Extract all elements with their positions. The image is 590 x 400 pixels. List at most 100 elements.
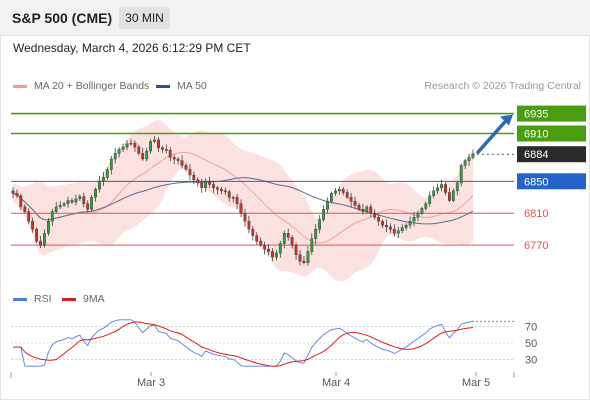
candle-body bbox=[215, 187, 219, 190]
ma50-line bbox=[12, 177, 474, 225]
candle-body bbox=[471, 153, 475, 158]
candle-body bbox=[361, 208, 365, 212]
rsi-swatch bbox=[13, 297, 27, 301]
candle-body bbox=[392, 228, 396, 234]
candle-body bbox=[235, 197, 239, 204]
chart-header: S&P 500 (CME) 30 MIN bbox=[0, 0, 590, 36]
candle-body bbox=[330, 193, 333, 202]
candle-body bbox=[444, 184, 447, 193]
candle-body bbox=[223, 190, 227, 193]
candle-body bbox=[267, 248, 270, 252]
candle-body bbox=[35, 228, 39, 242]
level-tag-bg-6884 bbox=[517, 146, 586, 163]
candle-body bbox=[377, 216, 380, 222]
candle-body bbox=[172, 157, 176, 160]
level-tag-6810: 6810 bbox=[524, 208, 548, 220]
candle-body bbox=[157, 139, 160, 149]
candle-body bbox=[133, 142, 137, 148]
candle-body bbox=[62, 203, 66, 206]
candle-body bbox=[196, 179, 200, 184]
candle-body bbox=[66, 200, 70, 204]
timestamp: Wednesday, March 4, 2026 6:12:29 PM CET bbox=[13, 41, 251, 55]
candle-body bbox=[149, 141, 152, 152]
candle-body bbox=[212, 184, 215, 188]
candle-body bbox=[282, 232, 286, 244]
legend-rsi: RSI bbox=[13, 293, 52, 305]
ma9-swatch bbox=[62, 297, 76, 301]
candle-body bbox=[94, 189, 97, 198]
rsi-tick-label: 30 bbox=[525, 355, 537, 367]
candle-body bbox=[306, 251, 310, 263]
rsi-tick-label: 50 bbox=[525, 338, 537, 350]
candle-body bbox=[290, 236, 294, 246]
candle-body bbox=[82, 196, 86, 204]
timeframe-badge[interactable]: 30 MIN bbox=[119, 7, 170, 29]
level-tag-6935: 6935 bbox=[524, 109, 548, 121]
candle-body bbox=[109, 158, 113, 170]
candle-body bbox=[204, 181, 207, 188]
candle-body bbox=[255, 235, 259, 242]
candle-body bbox=[192, 174, 196, 181]
candle-body bbox=[385, 224, 388, 227]
x-tick-label: Mar 5 bbox=[462, 377, 490, 389]
candle-body bbox=[322, 208, 325, 220]
rsi-tick-label: 70 bbox=[525, 321, 537, 333]
candle-body bbox=[86, 203, 90, 210]
candle-body bbox=[164, 149, 168, 151]
candle-body bbox=[420, 208, 424, 214]
candle-body bbox=[247, 220, 251, 230]
candle-body bbox=[337, 189, 341, 192]
candle-body bbox=[78, 196, 82, 200]
x-tick-label: Mar 3 bbox=[137, 377, 165, 389]
candle-body bbox=[334, 190, 337, 194]
candle-body bbox=[231, 197, 235, 199]
candle-body bbox=[219, 189, 223, 192]
legend-ma20-label: MA 20 + Bollinger Bands bbox=[34, 80, 150, 92]
candle-body bbox=[19, 195, 23, 208]
candle-body bbox=[153, 139, 156, 142]
candle-body bbox=[381, 220, 384, 226]
candle-body bbox=[160, 147, 164, 150]
candle-body bbox=[168, 149, 172, 158]
candle-body bbox=[259, 240, 263, 246]
candle-body bbox=[369, 206, 373, 214]
candle-body bbox=[424, 203, 428, 209]
candle-body bbox=[113, 153, 117, 160]
candle-body bbox=[39, 240, 42, 246]
candle-body bbox=[459, 165, 463, 184]
ma50-swatch bbox=[156, 84, 170, 88]
candle-body bbox=[74, 198, 78, 203]
candle-body bbox=[54, 206, 58, 212]
candle-body bbox=[101, 177, 105, 182]
level-tag-6884: 6884 bbox=[524, 149, 548, 161]
candle-body bbox=[357, 205, 361, 210]
candle-body bbox=[275, 252, 278, 258]
candle-body bbox=[50, 211, 54, 222]
candle-body bbox=[188, 169, 192, 176]
legend-rsi-label: RSI bbox=[34, 293, 52, 305]
candle-body bbox=[463, 160, 467, 166]
candle-body bbox=[400, 227, 404, 232]
legend-ma20: MA 20 + Bollinger Bands bbox=[13, 80, 149, 92]
candle-body bbox=[117, 149, 121, 154]
candle-body bbox=[436, 187, 439, 192]
candle-body bbox=[455, 182, 459, 192]
projection-arrow-shaft bbox=[476, 117, 509, 154]
candle-body bbox=[341, 189, 345, 193]
level-tag-6910: 6910 bbox=[524, 129, 548, 141]
candle-body bbox=[326, 201, 329, 210]
level-tag-bg-6910 bbox=[517, 125, 586, 142]
candle-body bbox=[345, 192, 349, 198]
candle-body bbox=[451, 190, 455, 201]
candle-body bbox=[27, 211, 31, 222]
candle-body bbox=[58, 205, 62, 208]
candle-body bbox=[23, 206, 27, 212]
candle-body bbox=[432, 190, 436, 196]
candle-body bbox=[137, 146, 141, 154]
research-credit: Research © 2026 Trading Central bbox=[424, 80, 581, 92]
candle-body bbox=[389, 226, 392, 230]
candle-body bbox=[129, 142, 133, 145]
candle-body bbox=[251, 228, 255, 236]
candle-body bbox=[141, 153, 145, 160]
